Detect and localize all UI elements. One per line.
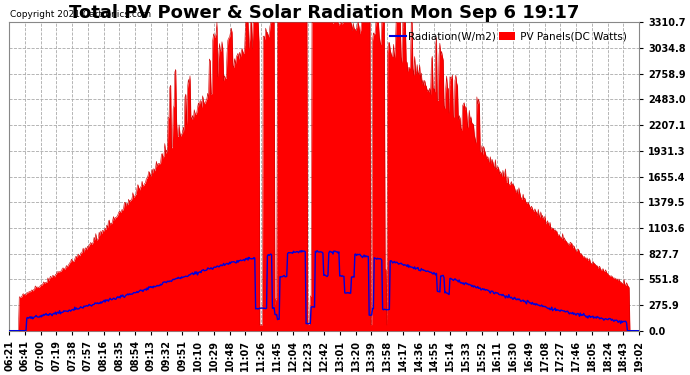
Legend: Radiation(W/m2),  PV Panels(DC Watts): Radiation(W/m2), PV Panels(DC Watts): [386, 27, 631, 46]
Text: Copyright 2021 Cartronics.com: Copyright 2021 Cartronics.com: [10, 10, 151, 19]
Title: Total PV Power & Solar Radiation Mon Sep 6 19:17: Total PV Power & Solar Radiation Mon Sep…: [69, 4, 580, 22]
